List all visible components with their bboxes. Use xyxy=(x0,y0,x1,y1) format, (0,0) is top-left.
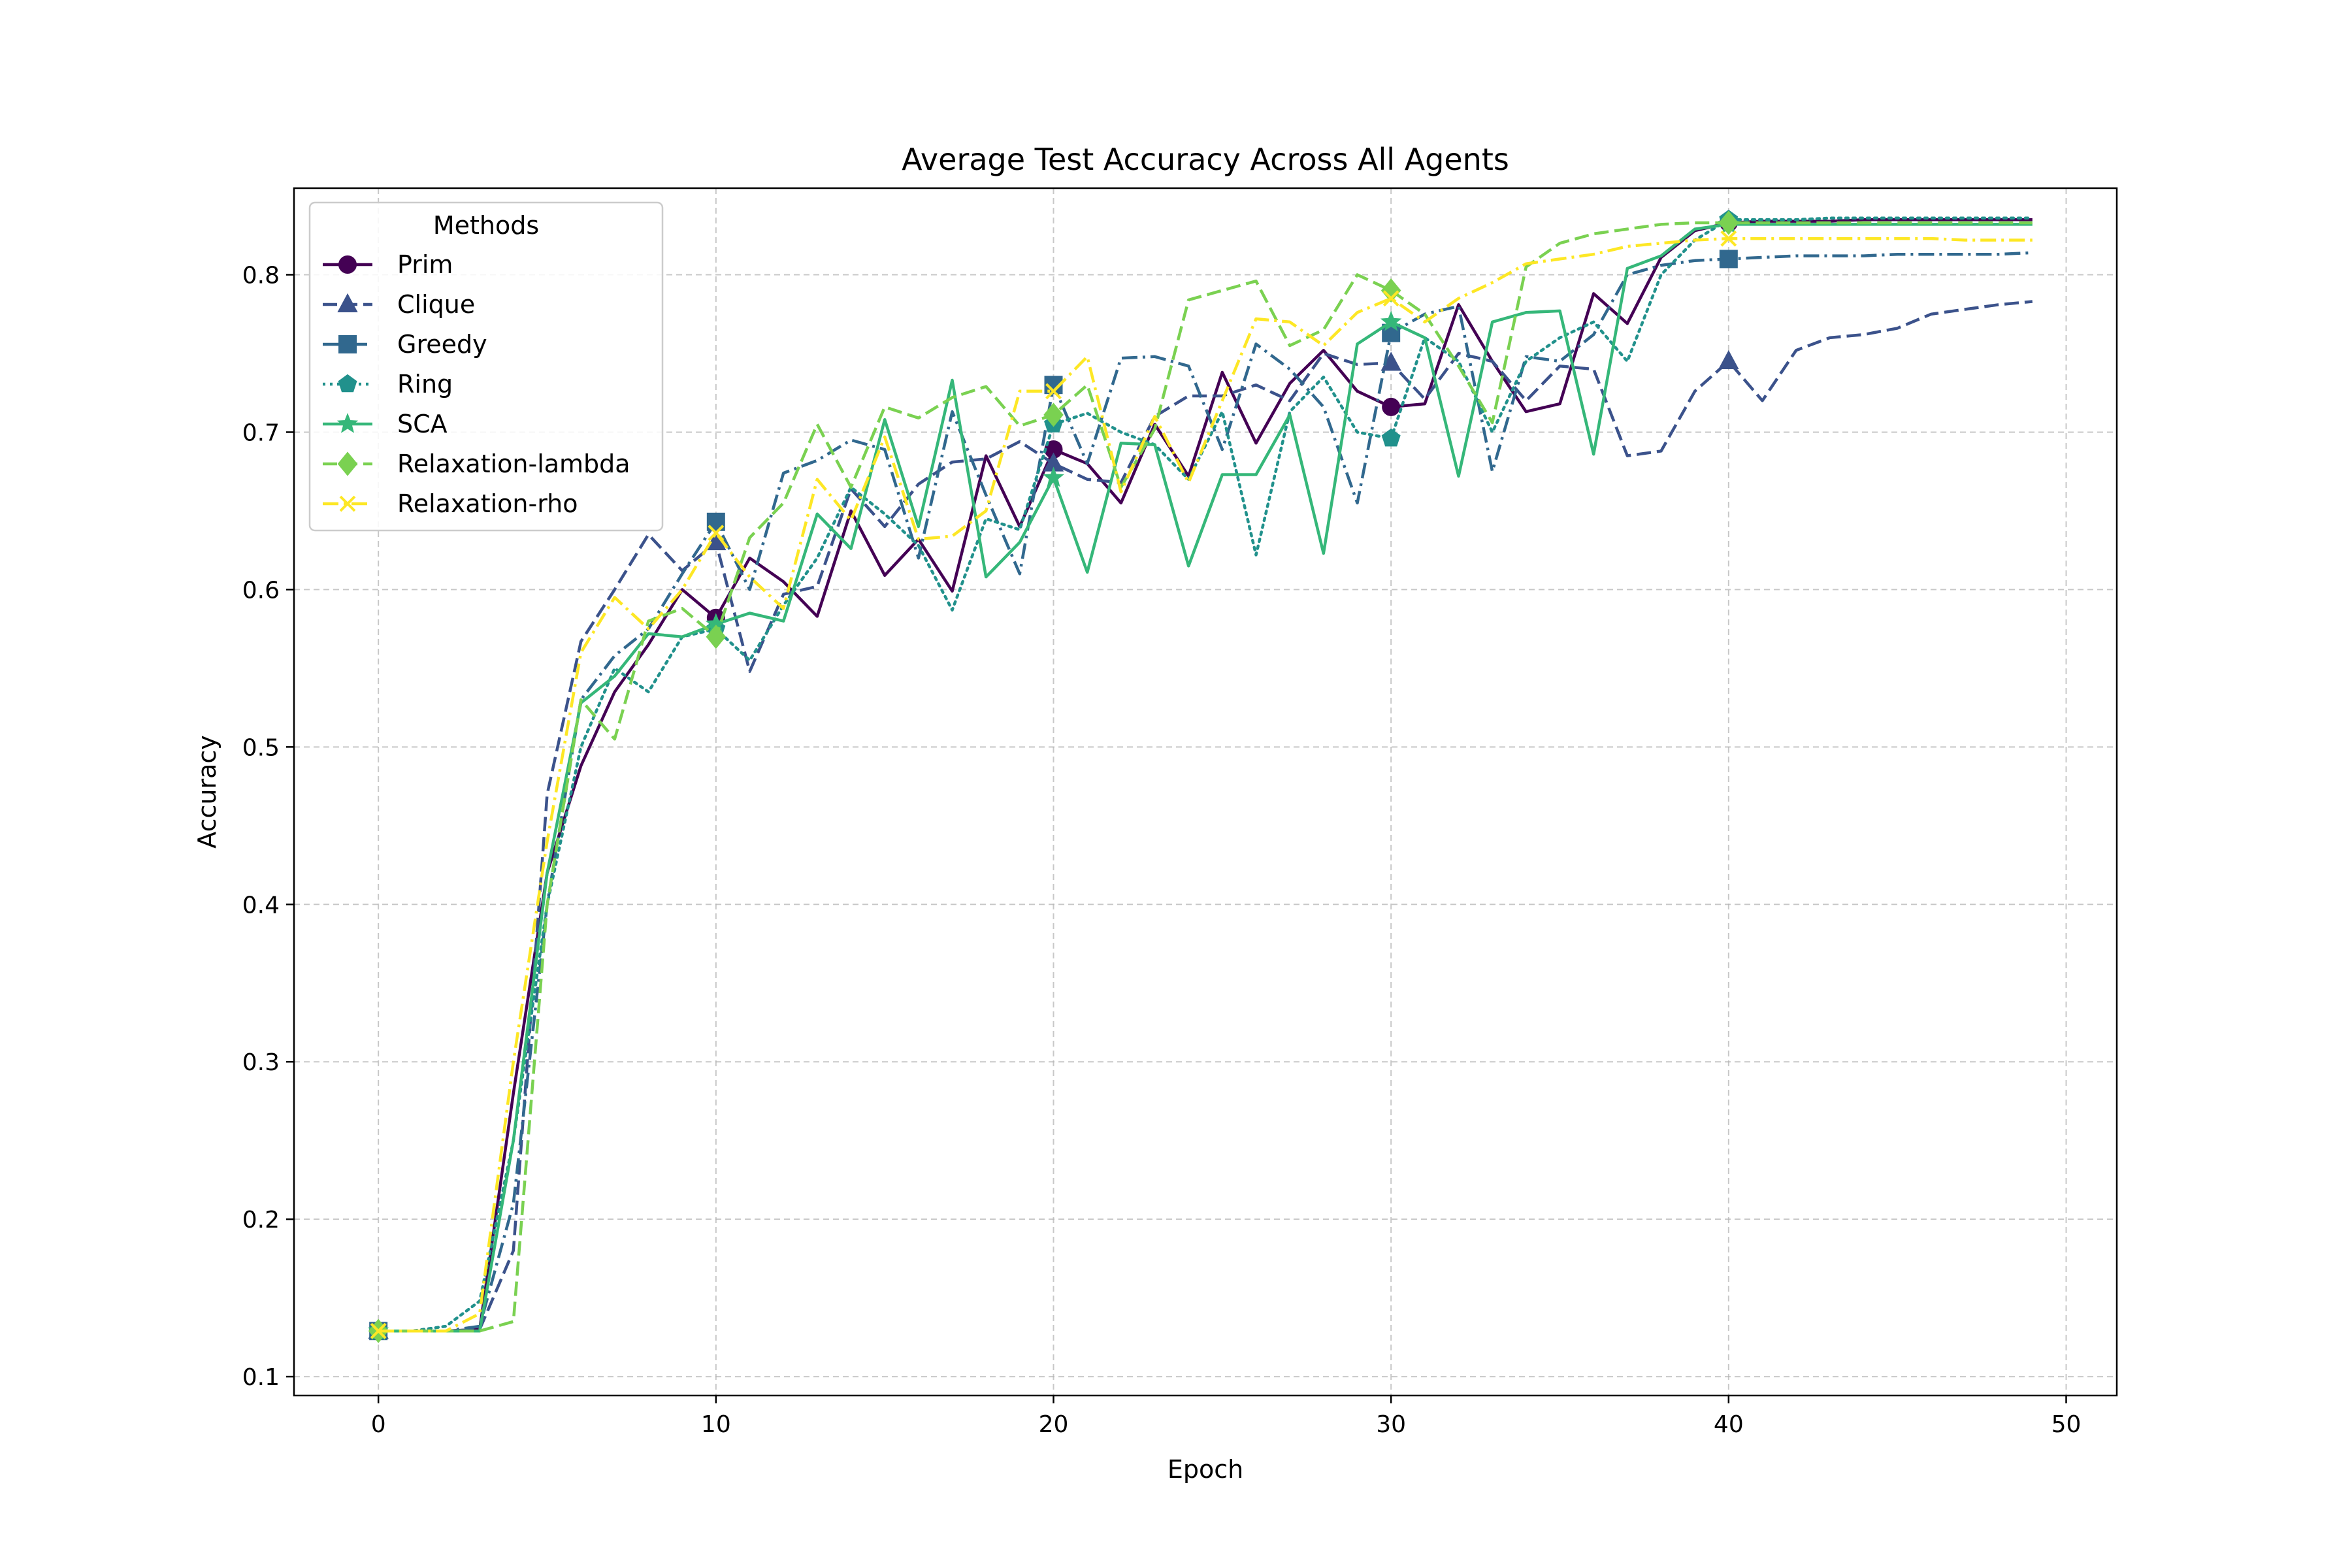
data-point-marker xyxy=(1382,290,1399,307)
data-point-marker xyxy=(1718,210,1739,235)
series-line xyxy=(378,300,2033,1333)
plot-frame xyxy=(293,187,2118,1397)
legend-label: Clique xyxy=(397,290,475,319)
x-tick-label: 10 xyxy=(701,1411,731,1438)
series-line xyxy=(378,237,2033,1333)
legend-box xyxy=(308,201,664,532)
x-tick-label: 0 xyxy=(371,1411,386,1438)
axis-ticks: 0 10 20 30 40 50 0.1 0.2 0.3 0.4 0.5 0.6 0.7 0.8 xyxy=(242,263,2082,1438)
data-point-marker xyxy=(1719,250,1738,269)
marker-stroke xyxy=(708,525,725,542)
legend-label: Ring xyxy=(397,370,453,399)
y-tick-label: 0.3 xyxy=(242,1049,280,1076)
data-point-marker xyxy=(1381,428,1401,447)
data-point-marker xyxy=(1380,278,1401,303)
marker-stroke xyxy=(370,1322,387,1339)
grid-lines xyxy=(294,188,2117,1396)
series-relaxation-rho xyxy=(370,230,2033,1339)
data-point-marker xyxy=(708,525,725,542)
x-axis-label: Epoch xyxy=(1168,1455,1243,1484)
x-tick-label: 40 xyxy=(1714,1411,1744,1438)
legend-label: Prim xyxy=(397,250,453,279)
legend-label: Relaxation-rho xyxy=(397,489,578,518)
series-relaxation-lambda xyxy=(368,210,2033,1343)
data-point-marker xyxy=(1045,383,1062,400)
legend-marker xyxy=(339,495,356,512)
legend-marker xyxy=(338,255,357,274)
legend-title: Methods xyxy=(433,211,539,240)
data-point-marker xyxy=(706,625,727,649)
y-tick-label: 0.8 xyxy=(242,263,280,289)
data-point-marker xyxy=(1718,350,1739,370)
x-tick-label: 30 xyxy=(1376,1411,1406,1438)
legend-label: Greedy xyxy=(397,330,487,359)
x-tick-label: 20 xyxy=(1039,1411,1069,1438)
data-point-marker xyxy=(1043,466,1064,487)
series-line xyxy=(378,221,2033,1333)
data-point-marker xyxy=(1043,402,1064,427)
marker-stroke xyxy=(339,495,356,512)
legend-marker xyxy=(336,412,359,433)
y-tick-label: 0.1 xyxy=(242,1364,280,1391)
series-line xyxy=(378,223,2033,1333)
legend-label: SCA xyxy=(397,410,448,438)
y-axis-label: Accuracy xyxy=(193,735,221,849)
legend-marker xyxy=(338,335,357,353)
data-point-marker xyxy=(1382,397,1401,416)
data-point-marker xyxy=(370,1322,387,1339)
data-point-marker xyxy=(1380,310,1402,331)
y-tick-label: 0.5 xyxy=(242,734,280,761)
legend-marker xyxy=(338,374,357,393)
marker-stroke xyxy=(1382,290,1399,307)
series-lines xyxy=(367,209,2034,1343)
y-tick-label: 0.2 xyxy=(242,1207,280,1233)
marker-stroke xyxy=(1045,383,1062,400)
y-tick-label: 0.4 xyxy=(242,892,280,919)
legend-label: Relaxation-lambda xyxy=(397,449,630,478)
chart-title: Average Test Accuracy Across All Agents xyxy=(902,142,1509,177)
legend: Methods Prim Clique Greedy Ring SCA Relaxatio… xyxy=(308,201,664,532)
y-tick-label: 0.6 xyxy=(242,577,280,604)
data-point-marker xyxy=(1720,230,1737,247)
series-line xyxy=(376,216,2034,1333)
legend-marker xyxy=(337,451,358,476)
legend-marker xyxy=(337,293,358,312)
x-tick-label: 50 xyxy=(2051,1411,2082,1438)
y-tick-label: 0.7 xyxy=(242,419,280,446)
marker-stroke xyxy=(1720,230,1737,247)
